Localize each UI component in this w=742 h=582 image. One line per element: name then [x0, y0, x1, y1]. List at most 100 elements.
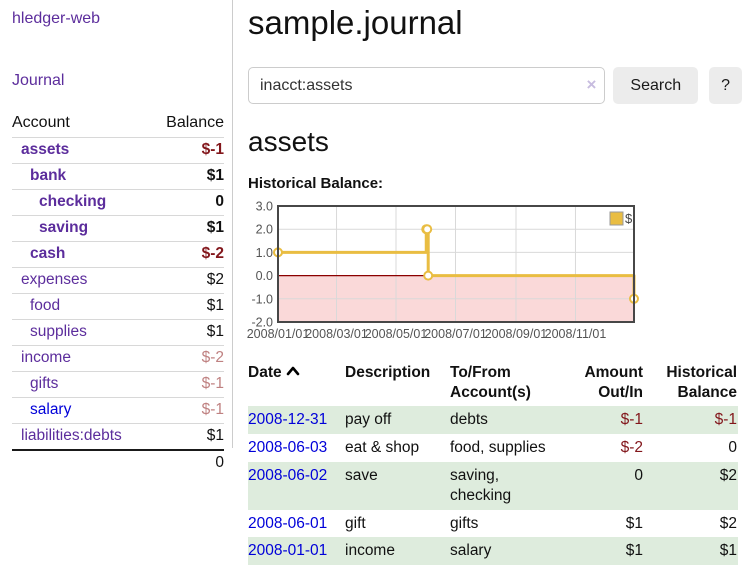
transaction-accounts: debts [450, 411, 488, 429]
transaction-balance: $2 [719, 467, 737, 484]
transaction-accounts: saving, checking [450, 467, 512, 504]
register-row: 2008-06-03 eat & shop food, supplies $-2 0 [248, 434, 738, 462]
transaction-amount: $1 [625, 514, 643, 532]
transaction-balance: 0 [728, 439, 737, 457]
x-tick-label: 2008/05/01 [365, 327, 428, 341]
y-tick-label: -1.0 [251, 292, 273, 306]
transaction-date-link[interactable]: 2008-06-03 [248, 439, 328, 457]
transaction-balance: $1 [719, 542, 737, 560]
account-row: income $-2 [12, 345, 224, 372]
accounts-total-row: 0 [12, 449, 224, 476]
transaction-balance: $-1 [714, 411, 737, 429]
account-link[interactable]: income [21, 349, 71, 366]
app-brand-link[interactable]: hledger-web [12, 10, 101, 27]
register-row: 2008-06-02 save saving, checking 0 $2 [248, 462, 738, 510]
account-link[interactable]: food [30, 297, 61, 314]
account-link[interactable]: assets [21, 141, 70, 158]
account-row: assets $-1 [12, 137, 224, 164]
y-tick-label: -2.0 [251, 315, 273, 329]
account-link[interactable]: supplies [30, 323, 87, 340]
account-row: bank $1 [12, 163, 224, 190]
y-tick-label: 3.0 [256, 199, 273, 213]
clear-search-icon[interactable]: × [586, 75, 597, 95]
register-row: 2008-01-01 income salary $1 $1 [248, 537, 738, 566]
transaction-accounts: salary [450, 542, 492, 560]
search-input[interactable] [248, 67, 606, 105]
accounts-table-body: assets $-1 bank $1 checking 0 saving $1 cash $-2 e… [12, 137, 224, 476]
account-balance: $-2 [150, 345, 224, 372]
account-link[interactable]: gifts [30, 375, 59, 392]
account-balance: $-1 [150, 137, 224, 164]
register-col-description: Description [345, 363, 431, 381]
account-link[interactable]: bank [30, 167, 67, 184]
help-button[interactable]: ? [709, 67, 742, 105]
transaction-amount: $-1 [620, 411, 643, 429]
account-link[interactable]: cash [30, 245, 66, 262]
account-balance: $1 [150, 319, 224, 346]
account-balance: $1 [150, 163, 224, 190]
data-point-marker [422, 223, 433, 234]
account-link[interactable]: saving [39, 219, 89, 236]
register-row: 2008-06-01 gift gifts $1 $2 [248, 510, 738, 538]
main-content: sample.journal × Search ? assets Histori… [247, 0, 742, 566]
transaction-accounts: gifts [450, 514, 479, 532]
chart-border [277, 204, 635, 323]
transaction-amount: 0 [634, 467, 643, 484]
account-row: saving $1 [12, 215, 224, 242]
sidebar-item-journal[interactable]: Journal [12, 72, 65, 89]
transaction-accounts: food, supplies [450, 439, 546, 457]
register-col-date-label: Date [248, 363, 282, 381]
y-tick-label: 0.0 [256, 269, 273, 283]
register-table-body: 2008-12-31 pay off debts $-1 $-1 2008-06-03 ea… [248, 406, 738, 566]
accounts-total-value: 0 [150, 449, 224, 476]
chart-title: Historical Balance: [248, 174, 384, 192]
x-tick-label: 2008/03/01 [305, 327, 368, 341]
y-tick-label: 1.0 [256, 246, 273, 260]
historical-balance-chart: $3.0 2.0 1.0 0.0 -1.0 -2.02008/01/012008/03/0… [247, 199, 639, 341]
chevron-up-icon [286, 366, 299, 375]
account-row: supplies $1 [12, 319, 224, 346]
register-col-accounts: To/From Account(s) [450, 363, 531, 401]
account-balance: $1 [150, 215, 224, 242]
transaction-description: income [345, 542, 395, 560]
account-link[interactable]: salary [30, 401, 72, 418]
account-link[interactable]: liabilities:debts [21, 427, 122, 444]
search-form: × Search ? [248, 67, 742, 105]
account-balance: $1 [150, 423, 224, 450]
transaction-date-link[interactable]: 2008-01-01 [248, 542, 328, 560]
register-col-date[interactable]: Date [248, 361, 345, 407]
register-col-balance: Historical Balance [666, 363, 737, 401]
legend-swatch [609, 211, 624, 226]
account-link[interactable]: checking [39, 193, 107, 210]
transaction-amount: $-2 [620, 439, 643, 457]
x-tick-label: 2008/09/01 [485, 327, 548, 341]
account-row: cash $-2 [12, 241, 224, 268]
account-row: liabilities:debts $1 [12, 423, 224, 450]
account-balance: 0 [150, 189, 224, 216]
search-input-wrap: × [248, 67, 606, 105]
account-balance: $-1 [150, 397, 224, 424]
transaction-date-link[interactable]: 2008-06-02 [248, 467, 328, 484]
register-header-row: Date Description To/From Account(s) Amou… [248, 361, 738, 407]
account-row: food $1 [12, 293, 224, 320]
search-button[interactable]: Search [613, 67, 699, 105]
transaction-description: eat & shop [345, 439, 420, 457]
accounts-col-balance: Balance [166, 114, 224, 131]
x-tick-label: 2008/11/01 [545, 327, 607, 341]
account-link[interactable]: expenses [21, 271, 88, 288]
transaction-balance: $2 [719, 514, 737, 532]
account-heading: assets [248, 126, 329, 158]
transaction-date-link[interactable]: 2008-06-01 [248, 514, 328, 532]
transaction-date-link[interactable]: 2008-12-31 [248, 411, 328, 429]
transaction-amount: $1 [625, 542, 643, 560]
account-row: gifts $-1 [12, 371, 224, 398]
accounts-table-header: Account Balance [12, 110, 224, 138]
account-balance: $-1 [150, 371, 224, 398]
transaction-description: pay off [345, 411, 392, 429]
accounts-col-account: Account [12, 114, 70, 131]
account-balance: $-2 [150, 241, 224, 268]
transaction-description: save [345, 467, 378, 484]
register-table: Date Description To/From Account(s) Amou… [248, 361, 738, 566]
account-row: salary $-1 [12, 397, 224, 424]
page-title: sample.journal [248, 4, 463, 41]
